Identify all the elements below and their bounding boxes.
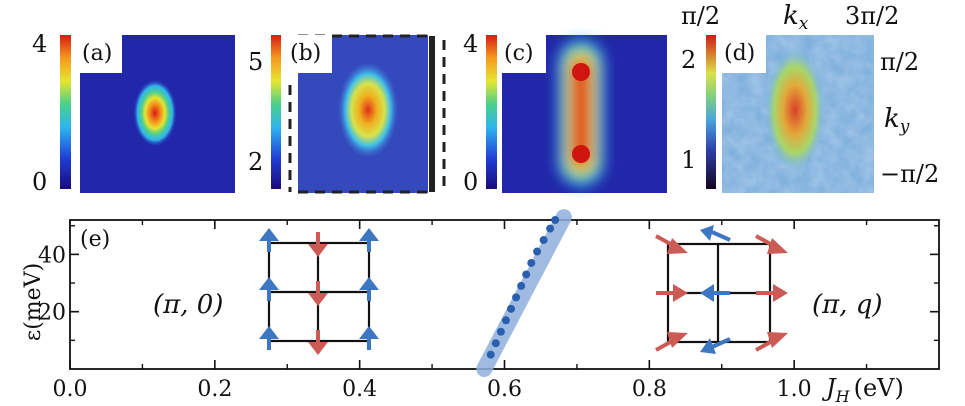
- panel-b-label: (b): [290, 41, 321, 66]
- x-tick-label: 0.8: [632, 377, 667, 402]
- spin-lattice-collinear: [259, 228, 379, 355]
- x-tick-label: 0.2: [197, 377, 232, 402]
- panel-a-label: (a): [82, 41, 112, 66]
- panel-c-colorbar: [486, 35, 497, 189]
- data-point: [551, 216, 560, 224]
- data-point: [501, 316, 510, 325]
- panel-b-peak: [338, 62, 398, 158]
- panel-c-cbar-top: 4: [463, 30, 478, 58]
- panel-c-ridge: [558, 40, 604, 186]
- data-point: [533, 247, 542, 256]
- panel-d-cbar-bottom: 1: [681, 146, 696, 174]
- ylabel: ε(meV): [21, 263, 46, 341]
- panel-c-label: (c): [504, 41, 534, 66]
- y-tick-label: 20: [38, 301, 66, 326]
- panel-a: 4 0 (a): [32, 30, 235, 196]
- data-point: [486, 350, 495, 359]
- data-point: [512, 293, 521, 302]
- annotation-pi-q: (π, q): [812, 290, 883, 320]
- panel-d: 2 1 (d) π/2 kx 3π/2 π/2 ky −π/2: [681, 1, 939, 193]
- panel-d-kx-axis-label: kx: [783, 1, 809, 34]
- panel-e-ticks: 0.0 0.2 0.4 0.6 0.8 1.0 20 40: [38, 220, 939, 402]
- data-point: [539, 236, 548, 245]
- x-tick-label: 0.6: [487, 377, 522, 402]
- panel-d-kx-left-tick: π/2: [681, 2, 720, 30]
- panel-e: (e) 0.0 0.2 0.4 0.6 0.8 1.0 20 40 ε(meV) JH (eV)…: [21, 209, 940, 406]
- panel-e-label: (e): [80, 227, 110, 252]
- panel-b: 5 2 (b): [248, 34, 446, 194]
- panel-d-label-bg: [722, 35, 766, 73]
- xlabel: JH (eV): [821, 374, 904, 406]
- panel-d-peak: [765, 48, 825, 172]
- panel-b-cbar-top: 5: [248, 48, 263, 76]
- data-point: [507, 304, 516, 313]
- panel-d-ky-top-tick: π/2: [880, 48, 919, 76]
- panel-b-label-bg: [288, 35, 332, 73]
- panel-d-label: (d): [724, 41, 755, 66]
- data-point: [491, 339, 500, 348]
- panel-a-label-bg: [80, 35, 122, 73]
- spin-lattice-spiral: [655, 225, 788, 354]
- panel-b-colorbar: [271, 35, 281, 189]
- panel-a-colorbar: [60, 35, 71, 189]
- panel-c-cbar-bottom: 0: [463, 168, 478, 196]
- panel-a-cbar-top: 4: [32, 30, 47, 58]
- panel-d-kx-right-tick: 3π/2: [845, 2, 899, 30]
- panel-d-ky-axis-label: ky: [884, 104, 910, 137]
- panel-d-ky-bottom-tick: −π/2: [880, 160, 939, 188]
- panel-d-colorbar: [706, 35, 716, 189]
- x-tick-label: 0.4: [342, 377, 377, 402]
- panel-c: 4 0 (c): [463, 30, 667, 196]
- panel-b-cbar-bottom: 2: [248, 148, 263, 176]
- x-tick-label: 0.0: [53, 377, 88, 402]
- panel-a-cbar-bottom: 0: [32, 168, 47, 196]
- data-point: [522, 270, 531, 279]
- data-point: [517, 281, 526, 290]
- data-point: [527, 258, 536, 267]
- x-tick-label: 1.0: [777, 377, 812, 402]
- y-tick-label: 40: [38, 243, 66, 268]
- panel-d-cbar-top: 2: [681, 46, 696, 74]
- data-point: [496, 327, 505, 336]
- data-points: [486, 216, 560, 359]
- spin-arrows-right: [655, 225, 788, 354]
- panel-a-peak: [133, 79, 177, 147]
- panel-c-label-bg: [502, 35, 546, 73]
- data-point: [546, 224, 555, 233]
- annotation-pi-0: (π, 0): [153, 290, 223, 320]
- spin-arrows-left: [259, 228, 379, 355]
